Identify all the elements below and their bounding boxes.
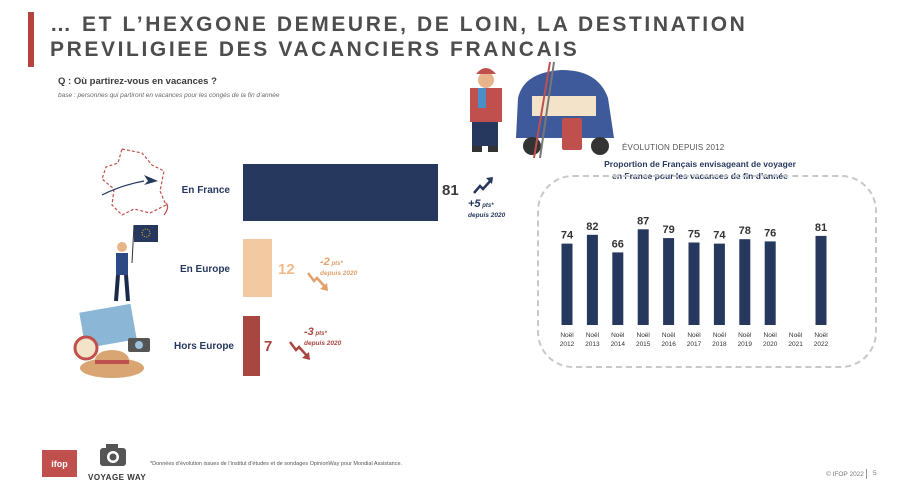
evolution-tick-label: Noël (738, 332, 752, 339)
evolution-tick-label: 2017 (687, 341, 702, 348)
evolution-bar (561, 243, 573, 325)
evolution-tick-label: 2020 (763, 341, 778, 348)
evolution-tick-label: 2015 (636, 341, 651, 348)
evolution-tick-label: Noël (611, 332, 625, 339)
family-car-illustration (470, 61, 614, 159)
evolution-bar (688, 242, 700, 325)
evolution-tick-label: 2021 (788, 341, 803, 348)
base-text: base : personnes qui partiront en vacanc… (58, 92, 280, 99)
travel-items-illustration (73, 304, 150, 378)
destination-value-france: 81 (442, 182, 459, 199)
evolution-tick-label: 2018 (712, 341, 727, 348)
evolution-bar (739, 239, 751, 325)
delta-europe-value: -2 (320, 256, 330, 268)
evolution-value-label: 79 (662, 224, 674, 236)
delta-france-since: depuis 2020 (468, 212, 506, 219)
copyright: © IFOP 2022 (826, 471, 864, 478)
evolution-bar (612, 252, 624, 325)
footnote: *Données d’évolution issues de l’institu… (150, 461, 403, 467)
evolution-value-label: 82 (586, 221, 598, 233)
evolution-tick-label: Noël (662, 332, 676, 339)
destination-label-france: En France (181, 185, 230, 196)
evolution-tick-label: Noël (687, 332, 701, 339)
down-arrow-icon (307, 272, 328, 291)
evolution-tick-label: 2012 (560, 341, 575, 348)
evolution-bar (764, 241, 776, 325)
evolution-tick-label: Noël (713, 332, 727, 339)
delta-france-unit: pts* (480, 203, 494, 209)
down-arrow-icon (289, 341, 310, 360)
evolution-value-label: 75 (688, 229, 700, 241)
evolution-tick-label: Noël (586, 332, 600, 339)
evolution-tick-label: Noël (764, 332, 778, 339)
evolution-frame (537, 175, 877, 368)
evolution-value-label: 78 (739, 225, 751, 237)
destination-value-hors-europe: 7 (264, 338, 273, 355)
traveler-with-flag-illustration (114, 224, 158, 302)
evolution-value-label: 81 (815, 222, 827, 234)
evolution-value-label: 76 (764, 227, 776, 239)
evolution-chart: 74 Noël 2012 82 Noël 2013 66 Noël 2014 87 Noël 2015… (560, 215, 829, 348)
evolution-bar (637, 229, 649, 325)
evolution-tick-label: 2019 (738, 341, 753, 348)
evolution-tick-label: Noël (560, 332, 574, 339)
ifop-logo: ifop (42, 450, 77, 477)
evolution-tick-label: 2022 (814, 341, 829, 348)
delta-hors-europe-value: -3 (304, 326, 314, 338)
evolution-tick-label: 2016 (661, 341, 676, 348)
evolution-tick-label: 2013 (585, 341, 600, 348)
delta-hors-europe: -3 pts* depuis 2020 (304, 326, 341, 349)
page-title: … ET L’HEXGONE DEMEURE, DE LOIN, LA DEST… (50, 13, 748, 61)
camera-icon (100, 444, 126, 466)
evolution-bar (663, 238, 675, 325)
evolution-tick-label: Noël (789, 332, 803, 339)
evolution-bar (713, 243, 725, 325)
evolution-value-label: 66 (612, 238, 624, 250)
delta-hors-europe-since: depuis 2020 (304, 340, 342, 347)
france-map-illustration (101, 148, 169, 216)
evolution-bar (815, 235, 827, 325)
delta-europe-unit: pts* (329, 261, 343, 267)
destination-value-europe: 12 (278, 261, 295, 278)
voyage-way-logo: VOYAGE WAY (88, 442, 147, 482)
evolution-value-label: 74 (561, 230, 574, 242)
evolution-heading: ÉVOLUTION DEPUIS 2012 (622, 143, 725, 152)
voyage-way-logo-text: VOYAGE WAY (88, 473, 147, 482)
up-arrow-icon (473, 177, 493, 194)
delta-france: +5 pts* depuis 2020 (468, 198, 505, 221)
evolution-value-label: 74 (713, 230, 726, 242)
delta-europe-since: depuis 2020 (320, 270, 358, 277)
delta-france-value: +5 (468, 198, 481, 210)
destination-bar-france (243, 164, 438, 221)
delta-europe: -2 pts* depuis 2020 (320, 256, 357, 279)
evolution-bar (586, 234, 598, 325)
evolution-tick-label: 2014 (611, 341, 626, 348)
evolution-value-label: 87 (637, 215, 649, 227)
destination-bar-europe (243, 239, 272, 297)
page-number: 5 (866, 469, 877, 479)
title-accent-bar (28, 12, 34, 67)
destination-label-hors-europe: Hors Europe (173, 341, 234, 352)
evolution-tick-label: Noël (637, 332, 651, 339)
ifop-logo-text: ifop (51, 458, 68, 469)
destination-label-europe: En Europe (179, 264, 230, 275)
question-text: Q : Où partirez-vous en vacances ? (58, 76, 217, 87)
delta-hors-europe-unit: pts* (313, 331, 327, 337)
destination-bar-hors-europe (243, 316, 260, 376)
evolution-tick-label: Noël (814, 332, 828, 339)
